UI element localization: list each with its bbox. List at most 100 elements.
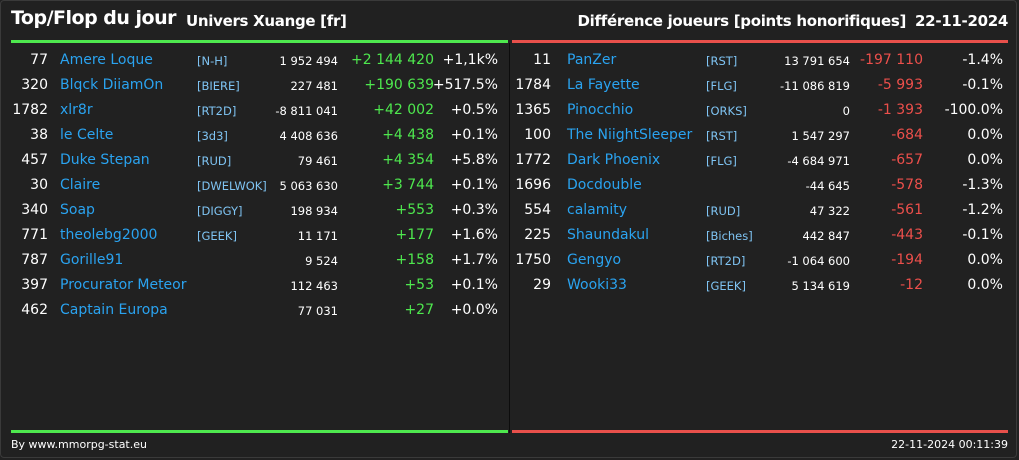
player-name-link[interactable]: Procurator Meteor (60, 277, 187, 293)
top-row: 340 Soap [DIGGY] 198 934 +553 +0.3% (0, 199, 508, 224)
percent-change: +0.5% (450, 102, 498, 118)
player-rank: 462 (21, 302, 48, 318)
percent-change: 0.0% (967, 127, 1003, 143)
guild-tag-link[interactable]: [RT2D] (706, 254, 746, 268)
player-rank: 11 (533, 52, 551, 68)
player-points: 5 063 630 (279, 179, 338, 193)
report-date: 22-11-2024 (915, 12, 1008, 30)
player-points: 77 031 (297, 304, 338, 318)
player-name-link[interactable]: Wooki33 (567, 277, 627, 293)
points-difference: -561 (891, 202, 923, 218)
guild-tag-link[interactable]: [GEEK] (197, 229, 237, 243)
top-row: 320 Blqck DiiamOn [BIERE] 227 481 +190 639 +5… (0, 74, 508, 99)
points-difference: -578 (891, 177, 923, 193)
player-name-link[interactable]: Pinocchio (567, 102, 634, 118)
points-difference: -684 (891, 127, 923, 143)
player-name-link[interactable]: theolebg2000 (60, 227, 158, 243)
player-rank: 38 (30, 127, 48, 143)
player-name-link[interactable]: Claire (60, 177, 101, 193)
player-name-link[interactable]: PanZer (567, 52, 617, 68)
top-bottom-bar (11, 430, 508, 433)
player-name-link[interactable]: Shaundakul (567, 227, 649, 243)
flop-row: 554 calamity [RUD] 47 322 -561 -1.2% (510, 199, 1010, 224)
top-row: 38 le Celte [3d3] 4 408 636 +4 438 +0.1% (0, 124, 508, 149)
panel-divider (509, 43, 510, 433)
percent-change: +0.1% (450, 277, 498, 293)
player-points: 198 934 (290, 204, 338, 218)
points-difference: +2 144 420 (351, 52, 434, 68)
player-rank: 30 (30, 177, 48, 193)
points-difference: -5 993 (877, 77, 923, 93)
player-name-link[interactable]: Soap (60, 202, 95, 218)
flop-row: 1696 Docdouble -44 645 -578 -1.3% (510, 174, 1010, 199)
player-points: -11 086 819 (780, 79, 850, 93)
guild-tag-link[interactable]: [FLG] (706, 154, 737, 168)
metric-label: Différence joueurs [points honorifiques] (577, 12, 907, 30)
top-row: 771 theolebg2000 [GEEK] 11 171 +177 +1.6% (0, 224, 508, 249)
guild-tag-link[interactable]: [GEEK] (706, 279, 746, 293)
page-title: Top/Flop du jour (11, 7, 177, 29)
flop-players-list: 11 PanZer [RST] 13 791 654 -197 110 -1.4% 1784… (510, 49, 1010, 299)
guild-tag-link[interactable]: [RUD] (197, 154, 232, 168)
percent-change: +0.0% (450, 302, 498, 318)
guild-tag-link[interactable]: [RST] (706, 54, 738, 68)
player-name-link[interactable]: Blqck DiiamOn (60, 77, 164, 93)
player-points: 112 463 (290, 279, 338, 293)
percent-change: 0.0% (967, 152, 1003, 168)
guild-tag-link[interactable]: [DWELWOK] (197, 179, 267, 193)
player-name-link[interactable]: Duke Stepan (60, 152, 150, 168)
points-difference: -194 (891, 252, 923, 268)
player-name-link[interactable]: Docdouble (567, 177, 642, 193)
percent-change: 0.0% (967, 252, 1003, 268)
player-rank: 320 (21, 77, 48, 93)
guild-tag-link[interactable]: [RT2D] (197, 104, 237, 118)
guild-tag-link[interactable]: [BIERE] (197, 79, 240, 93)
points-difference: +4 354 (382, 152, 434, 168)
percent-change: -1.3% (962, 177, 1003, 193)
points-difference: -12 (900, 277, 923, 293)
player-points: 1 547 297 (791, 129, 850, 143)
guild-tag-link[interactable]: [N-H] (197, 54, 228, 68)
player-name-link[interactable]: Gengyo (567, 252, 622, 268)
guild-tag-link[interactable]: [3d3] (197, 129, 228, 143)
player-name-link[interactable]: Gorille91 (60, 252, 124, 268)
player-name-link[interactable]: Amere Loque (60, 52, 153, 68)
player-points: 11 171 (297, 229, 338, 243)
guild-tag-link[interactable]: [ORKS] (706, 104, 747, 118)
top-row: 1782 xlr8r [RT2D] -8 811 041 +42 002 +0.5% (0, 99, 508, 124)
percent-change: +0.1% (450, 177, 498, 193)
player-points: -4 684 971 (787, 154, 850, 168)
percent-change: +1.7% (450, 252, 498, 268)
guild-tag-link[interactable]: [RUD] (706, 204, 741, 218)
player-name-link[interactable]: Dark Phoenix (567, 152, 661, 168)
player-name-link[interactable]: xlr8r (60, 102, 93, 118)
player-points: 13 791 654 (784, 54, 850, 68)
points-difference: +4 438 (382, 127, 434, 143)
player-name-link[interactable]: calamity (567, 202, 628, 218)
player-rank: 771 (21, 227, 48, 243)
flop-row: 1365 Pinocchio [ORKS] 0 -1 393 -100.0% (510, 99, 1010, 124)
flop-row: 29 Wooki33 [GEEK] 5 134 619 -12 0.0% (510, 274, 1010, 299)
player-name-link[interactable]: La Fayette (567, 77, 640, 93)
player-name-link[interactable]: The NiightSleeper (567, 127, 693, 143)
points-difference: +158 (395, 252, 434, 268)
flop-accent-bar (512, 40, 1008, 43)
flop-bottom-bar (512, 430, 1008, 433)
player-points: 1 952 494 (279, 54, 338, 68)
player-points: 9 524 (305, 254, 338, 268)
percent-change: +1,1k% (442, 52, 498, 68)
player-name-link[interactable]: le Celte (60, 127, 114, 143)
guild-tag-link[interactable]: [RST] (706, 129, 738, 143)
percent-change: +0.3% (450, 202, 498, 218)
percent-change: +517.5% (432, 77, 498, 93)
guild-tag-link[interactable]: [DIGGY] (197, 204, 243, 218)
guild-tag-link[interactable]: [FLG] (706, 79, 737, 93)
player-points: 227 481 (290, 79, 338, 93)
percent-change: 0.0% (967, 277, 1003, 293)
player-name-link[interactable]: Captain Europa (60, 302, 168, 318)
universe-label: Univers Xuange [fr] (186, 12, 347, 30)
flop-row: 1750 Gengyo [RT2D] -1 064 600 -194 0.0% (510, 249, 1010, 274)
guild-tag-link[interactable]: [Biches] (706, 229, 753, 243)
site-credit[interactable]: By www.mmorpg-stat.eu (11, 438, 147, 451)
